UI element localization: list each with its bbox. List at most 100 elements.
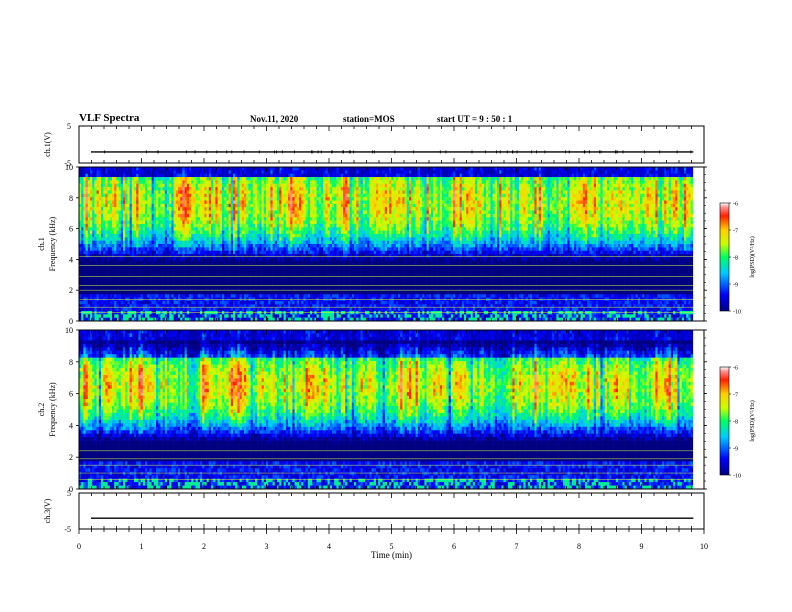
spectrogram-cell: [163, 231, 166, 235]
spectrogram-cell: [130, 234, 133, 238]
spectrogram-cell: [138, 264, 141, 268]
spectrogram-cell: [125, 211, 128, 215]
spectrogram-cell: [92, 217, 95, 221]
spectrogram-cell: [92, 227, 95, 231]
spectrogram-cell: [110, 291, 113, 295]
spectrogram-cell: [132, 261, 135, 265]
spectrogram-cell: [143, 197, 146, 201]
spectrogram-cell: [132, 237, 135, 241]
spectrogram-cell: [138, 200, 141, 204]
spectrogram-cell: [132, 277, 135, 281]
spectrogram-cell: [81, 241, 84, 245]
spectrogram-cell: [114, 200, 117, 204]
spectrogram-cell: [136, 267, 139, 271]
spectrogram-cell: [158, 231, 161, 235]
spectrogram-cell: [130, 281, 133, 285]
spectrogram-cell: [116, 251, 119, 255]
spectrogram-cell: [92, 211, 95, 215]
spectrogram-cell: [92, 284, 95, 288]
spectrogram-cell: [112, 217, 115, 221]
spectrogram-cell: [88, 234, 91, 238]
spectrogram-cell: [83, 251, 86, 255]
spectrogram-cell: [99, 227, 102, 231]
spectrogram-cell: [136, 197, 139, 201]
spectrogram-cell: [132, 184, 135, 188]
spectrogram-cell: [127, 277, 129, 281]
spectrogram-cell: [88, 267, 91, 271]
spectrogram-cell: [97, 271, 100, 275]
spectrogram-cell: [92, 274, 95, 278]
spectrogram-cell: [110, 211, 113, 215]
spectrogram-cell: [149, 264, 152, 268]
spectrogram-cell: [99, 264, 102, 268]
spectrogram-cell: [141, 174, 144, 178]
spectrogram-cell: [149, 254, 152, 258]
spectrogram-cell: [81, 170, 84, 174]
spectrogram-cell: [147, 237, 150, 241]
spectrogram-cell: [116, 224, 119, 228]
spectrogram-cell: [147, 167, 150, 171]
spectrogram-cell: [149, 221, 152, 225]
spectrogram-cell: [81, 267, 84, 271]
spectrogram-cell: [88, 288, 91, 292]
spectrogram-cell: [136, 261, 139, 265]
spectrogram-cell: [143, 294, 146, 298]
spectrogram-cell: [125, 254, 128, 258]
spectrogram-cell: [105, 217, 108, 221]
spectrogram-cell: [94, 267, 97, 271]
spectrogram-cell: [141, 194, 144, 198]
spectrogram-cell: [152, 314, 155, 318]
spectrogram-cell: [92, 170, 95, 174]
spectrogram-cell: [158, 224, 161, 228]
spectrogram-cell: [108, 224, 111, 228]
spectrogram-cell: [145, 267, 148, 271]
spectrogram-cell: [94, 264, 97, 268]
spectrogram-cell: [103, 294, 106, 298]
spectrogram-cell: [83, 174, 86, 178]
spectrogram-cell: [99, 221, 102, 225]
spectrogram-cell: [127, 170, 129, 174]
spectrogram-cell: [132, 241, 135, 245]
spectrogram-cell: [103, 200, 106, 204]
spectrogram-cell: [88, 261, 91, 265]
spectrogram-cell: [101, 174, 104, 178]
spectrogram-cell: [138, 247, 141, 251]
spectrogram-cell: [94, 251, 97, 255]
spectrogram-cell: [154, 197, 157, 201]
spectrogram-cell: [94, 284, 97, 288]
spectrogram-cell: [97, 294, 100, 298]
spectrogram-cell: [145, 281, 148, 285]
spectrogram-cell: [145, 180, 148, 184]
spectrogram-cell: [90, 251, 93, 255]
spectrogram-cell: [145, 251, 148, 255]
spectrogram-cell: [143, 284, 146, 288]
spectrogram-cell: [132, 214, 135, 218]
spectrogram-cell: [130, 244, 133, 248]
spectrogram-cell: [101, 207, 104, 211]
spectrogram-cell: [156, 284, 159, 288]
spectrogram-cell: [156, 231, 159, 235]
spectrogram-cell: [163, 217, 166, 221]
spectrogram-cell: [127, 190, 129, 194]
spectrogram-cell: [121, 261, 124, 265]
spectrogram-cell: [112, 301, 115, 305]
spectrogram-cell: [134, 177, 137, 181]
spectrogram-cell: [86, 204, 89, 208]
spectrogram-cell: [145, 257, 148, 261]
spectrogram-cell: [103, 187, 106, 191]
spectrogram-cell: [165, 231, 168, 235]
spectrogram-cell: [121, 167, 124, 171]
spectrogram-cell: [83, 170, 86, 174]
spectrogram-cell: [94, 221, 97, 225]
spectrogram-cell: [123, 170, 126, 174]
spectrogram-cell: [88, 214, 91, 218]
spectrogram-cell: [101, 301, 104, 305]
spectrogram-cell: [156, 214, 159, 218]
spectrogram-cell: [101, 244, 104, 248]
spectrogram-cell: [123, 174, 126, 178]
spectrogram-cell: [88, 257, 91, 261]
spectrogram-cell: [130, 261, 133, 265]
spectrogram-cell: [160, 184, 163, 188]
spectrogram-cell: [132, 251, 135, 255]
spectrogram-cell: [94, 237, 97, 241]
